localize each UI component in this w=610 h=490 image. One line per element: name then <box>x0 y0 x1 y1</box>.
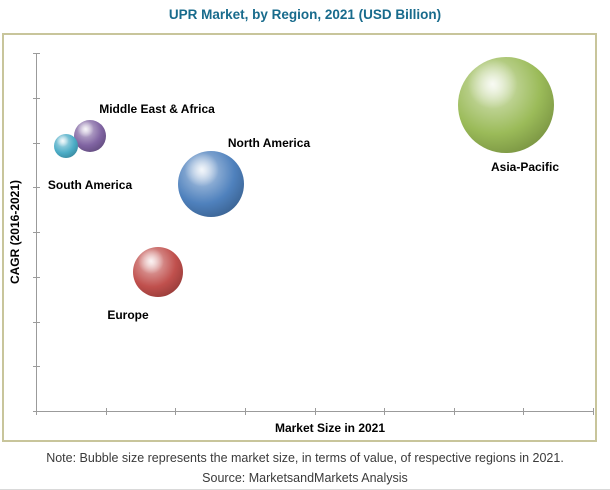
footnote-bubble-size: Note: Bubble size represents the market … <box>46 451 564 465</box>
bubble-north-america <box>178 151 244 217</box>
x-axis-tick <box>384 408 385 415</box>
y-axis-title: CAGR (2016-2021) <box>8 179 22 285</box>
x-axis-tick <box>523 408 524 415</box>
bubble-label-europe: Europe <box>107 308 149 322</box>
bubble-label-north-america: North America <box>227 136 311 150</box>
bubble-south-america <box>54 134 78 158</box>
bubble-label-asia-pacific: Asia-Pacific <box>490 160 560 174</box>
x-axis-tick <box>454 408 455 415</box>
y-axis-tick <box>33 366 40 367</box>
y-axis-tick <box>33 277 40 278</box>
footnote-source: Source: MarketsandMarkets Analysis <box>202 471 408 485</box>
y-axis-tick <box>33 411 40 412</box>
x-axis-tick <box>175 408 176 415</box>
y-axis-tick <box>33 143 40 144</box>
x-axis-line <box>36 411 593 412</box>
y-axis-tick <box>33 322 40 323</box>
bubble-label-middle-east-africa: Middle East & Africa <box>99 102 215 116</box>
y-axis-tick <box>33 53 40 54</box>
x-axis-title: Market Size in 2021 <box>274 421 386 435</box>
y-axis-tick <box>33 98 40 99</box>
x-axis-tick <box>245 408 246 415</box>
bubble-middle-east-africa <box>74 120 106 152</box>
x-axis-tick <box>315 408 316 415</box>
y-axis-tick <box>33 232 40 233</box>
chart-title: UPR Market, by Region, 2021 (USD Billion… <box>168 7 442 22</box>
x-axis-tick <box>593 408 594 415</box>
bubble-label-south-america: South America <box>47 178 133 192</box>
x-axis-tick <box>106 408 107 415</box>
bubble-asia-pacific <box>458 57 554 153</box>
y-axis-tick <box>33 187 40 188</box>
bubble-europe <box>133 247 183 297</box>
